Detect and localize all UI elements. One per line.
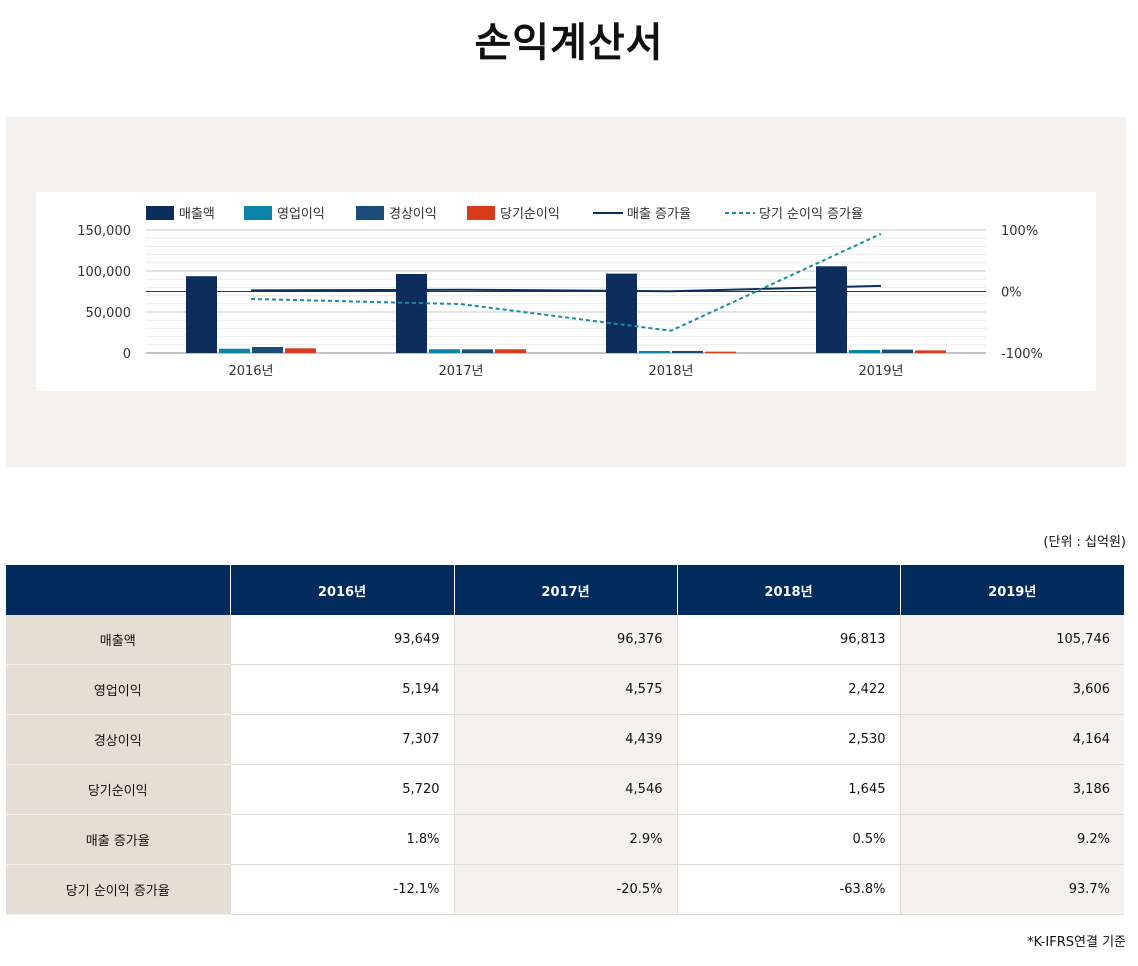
bar-3 [462, 349, 493, 353]
row-label: 매출 증가율 [6, 814, 230, 865]
x-tick-label: 2019년 [858, 364, 903, 379]
legend-swatch [356, 206, 384, 220]
legend-label: 당기 순이익 증가율 [759, 207, 863, 222]
row-label: 경상이익 [6, 714, 230, 765]
table-row: 매출 증가율 1.8% 2.9% 0.5% 9.2% [6, 814, 1124, 865]
bar-4 [915, 350, 946, 353]
table-row: 영업이익 5,194 4,575 2,422 3,606 [6, 664, 1124, 715]
y2-tick-label: -100% [1001, 347, 1043, 362]
page-title: 손익계산서 [474, 20, 664, 66]
y-tick-label: 100,000 [77, 265, 131, 280]
y2-tick-label: 100% [1001, 224, 1038, 239]
bar-3 [672, 350, 703, 353]
table-cell: 3,606 [899, 664, 1124, 715]
legend-swatch [244, 206, 272, 220]
y-tick-label: 50,000 [86, 306, 132, 321]
bar-4 [495, 349, 526, 353]
x-tick-label: 2016년 [228, 364, 273, 379]
row-label: 당기 순이익 증가율 [6, 864, 230, 915]
table-cell: 2,422 [676, 664, 900, 715]
bar-3 [882, 349, 913, 353]
table-cell: -63.8% [676, 864, 900, 915]
y-tick-label: 150,000 [77, 224, 131, 239]
table-cell: 96,376 [453, 615, 677, 665]
bar-2 [639, 351, 670, 353]
table-row: 당기순이익 5,720 4,546 1,645 3,186 [6, 764, 1124, 815]
income-chart: 0 50,000 100,000 150,000 -100% 0% 100% 2016년 201… [77, 206, 1043, 379]
bar-3 [252, 347, 283, 353]
table-cell: 1,645 [676, 764, 900, 815]
chart-card: 0 50,000 100,000 150,000 -100% 0% 100% 2016년 201… [36, 192, 1096, 391]
table-cell: 96,813 [676, 615, 900, 665]
bar-4 [705, 351, 736, 353]
table-cell: 4,439 [453, 714, 677, 765]
net-income-growth-line [250, 232, 882, 332]
y-tick-label: 0 [123, 347, 131, 362]
header-year: 2017년 [453, 565, 677, 615]
header-year: 2016년 [229, 565, 454, 615]
table-cell: 105,746 [899, 615, 1124, 665]
table-cell: 5,194 [229, 664, 454, 715]
y2-tick-label: 0% [1001, 286, 1022, 301]
bar-1 [606, 273, 637, 353]
bar-1 [396, 273, 427, 353]
table-cell: 1.8% [229, 814, 454, 865]
legend-label: 매출액 [179, 207, 215, 222]
legend-swatch [467, 206, 495, 220]
legend-label: 영업이익 [277, 207, 325, 222]
table-cell: 3,186 [899, 764, 1124, 815]
table-cell: 4,164 [899, 714, 1124, 765]
table-cell: 0.5% [676, 814, 900, 865]
row-label: 당기순이익 [6, 764, 230, 815]
table-cell: 2.9% [453, 814, 677, 865]
footnote: *K-IFRS연결 기준 [1027, 935, 1126, 950]
table-row: 당기 순이익 증가율 -12.1% -20.5% -63.8% 93.7% [6, 864, 1124, 915]
table-cell: 2,530 [676, 714, 900, 765]
header-year: 2019년 [899, 565, 1124, 615]
legend-label: 매출 증가율 [627, 207, 691, 222]
x-tick-label: 2017년 [438, 364, 483, 379]
table-cell: -12.1% [229, 864, 454, 915]
table-cell: 5,720 [229, 764, 454, 815]
table-row: 매출액 93,649 96,376 96,813 105,746 [6, 615, 1124, 665]
row-label: 영업이익 [6, 664, 230, 715]
legend-label: 경상이익 [389, 207, 437, 222]
table-cell: 4,546 [453, 764, 677, 815]
table-cell: 4,575 [453, 664, 677, 715]
table-header-row: 2016년 2017년 2018년 2019년 [6, 565, 1124, 615]
unit-label: (단위 : 십억원) [1043, 535, 1126, 550]
income-table: 2016년 2017년 2018년 2019년 매출액 93,649 96,37… [6, 565, 1124, 915]
bar-2 [849, 350, 880, 353]
bar-2 [429, 349, 460, 353]
bar-2 [219, 348, 250, 353]
legend-swatch [146, 206, 174, 220]
bar-1 [186, 276, 217, 353]
bar-1 [816, 266, 847, 353]
table-cell: -20.5% [453, 864, 677, 915]
header-year: 2018년 [676, 565, 900, 615]
table-cell: 93.7% [899, 864, 1124, 915]
table-cell: 93,649 [229, 615, 454, 665]
table-row: 경상이익 7,307 4,439 2,530 4,164 [6, 714, 1124, 765]
legend-label: 당기순이익 [500, 207, 560, 222]
header-corner [6, 565, 230, 615]
revenue-growth-line [250, 284, 882, 293]
table-cell: 9.2% [899, 814, 1124, 865]
bar-4 [285, 348, 316, 353]
table-cell: 7,307 [229, 714, 454, 765]
x-tick-label: 2018년 [648, 364, 693, 379]
row-label: 매출액 [6, 615, 230, 665]
